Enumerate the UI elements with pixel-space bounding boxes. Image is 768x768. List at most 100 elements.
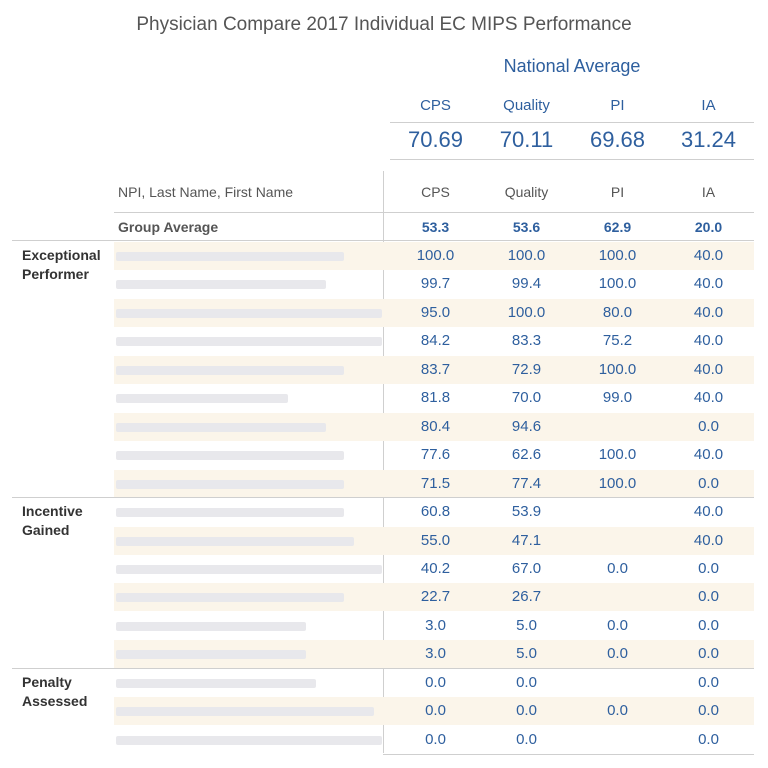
redacted-name xyxy=(116,308,382,318)
table-cell: 0.0 xyxy=(425,702,446,720)
group-average-pi: 62.9 xyxy=(603,219,632,235)
category-label-2-line-2: Gained xyxy=(22,522,70,539)
table-cell: 0.0 xyxy=(698,702,719,720)
table-cell xyxy=(572,669,663,697)
table-cell: 84.2 xyxy=(420,332,451,350)
table-cell: 100.0 xyxy=(598,446,637,464)
table-cell: 3.0 xyxy=(425,616,446,634)
table-cell xyxy=(572,413,663,441)
national-average-title: National Average xyxy=(503,56,641,76)
table-cell: 0.0 xyxy=(607,616,628,634)
name-column-divider xyxy=(383,171,384,753)
table-cell: 81.8 xyxy=(420,389,451,407)
table-cell: 99.0 xyxy=(602,389,633,407)
table-cell: 99.7 xyxy=(420,275,451,293)
table-cell: 0.0 xyxy=(425,730,446,748)
redacted-name xyxy=(116,707,374,717)
table-cell: 0.0 xyxy=(698,588,719,606)
table-cell: 95.0 xyxy=(420,303,451,321)
category-divider xyxy=(12,667,754,669)
redacted-name xyxy=(116,508,344,518)
table-cell: 26.7 xyxy=(511,588,542,606)
table-cell: 0.0 xyxy=(516,730,537,748)
table-cell: 75.2 xyxy=(602,332,633,350)
table-cell: 72.9 xyxy=(511,360,542,378)
table-cell: 100.0 xyxy=(598,275,637,293)
table-cell: 60.8 xyxy=(420,503,451,521)
table-cell: 40.0 xyxy=(693,446,724,464)
table-cell: 40.0 xyxy=(693,275,724,293)
redacted-name xyxy=(116,650,306,660)
table-cell: 94.6 xyxy=(511,417,542,435)
national-value-pi: 69.68 xyxy=(589,127,646,152)
table-cell: 0.0 xyxy=(698,474,719,492)
table-cell: 100.0 xyxy=(598,360,637,378)
table-cell: 55.0 xyxy=(420,531,451,549)
national-value-cps: 70.69 xyxy=(407,127,464,152)
table-cell: 83.3 xyxy=(511,332,542,350)
category-label-2-line-1: Incentive xyxy=(22,503,83,520)
table-cell: 77.4 xyxy=(511,474,542,492)
table-cell: 62.6 xyxy=(511,446,542,464)
table-cell: 3.0 xyxy=(425,645,446,663)
table-cell: 0.0 xyxy=(516,702,537,720)
category-label-1-line-2: Performer xyxy=(22,266,89,282)
table-cell: 0.0 xyxy=(607,559,628,577)
national-header-pi: PI xyxy=(610,97,625,114)
redacted-name xyxy=(116,564,382,574)
redacted-name xyxy=(116,479,344,489)
table-cell: 100.0 xyxy=(507,247,546,264)
table-cell: 100.0 xyxy=(416,247,455,264)
redacted-name xyxy=(116,593,344,603)
table-cell: 0.0 xyxy=(607,645,628,663)
table-cell: 40.0 xyxy=(693,360,724,378)
page-title: Physician Compare 2017 Individual EC MIP… xyxy=(136,14,632,35)
table-cell: 70.0 xyxy=(511,389,542,407)
redacted-name xyxy=(116,422,326,432)
table-cell: 100.0 xyxy=(598,474,637,492)
table-cell: 53.9 xyxy=(511,503,542,521)
table-cell: 0.0 xyxy=(698,673,719,691)
table-cell xyxy=(572,726,663,754)
table-cell: 40.0 xyxy=(693,389,724,407)
header-divider xyxy=(114,212,754,213)
redacted-name xyxy=(116,678,316,688)
national-value-ia: 31.24 xyxy=(680,127,737,152)
redacted-name xyxy=(116,451,344,461)
national-header-quality: Quality xyxy=(503,97,550,114)
category-label-3-line-1: Penalty xyxy=(22,673,72,690)
table-cell: 67.0 xyxy=(511,559,542,577)
table-cell: 0.0 xyxy=(698,616,719,634)
redacted-name xyxy=(116,735,382,745)
table-cell: 40.0 xyxy=(693,303,724,321)
table-bottom-border xyxy=(383,754,754,756)
table-cell: 100.0 xyxy=(507,303,546,321)
group-average-cps: 53.3 xyxy=(421,219,450,235)
table-cell: 40.0 xyxy=(693,531,724,549)
table-cell: 0.0 xyxy=(698,559,719,577)
table-cell xyxy=(572,527,663,555)
category-divider xyxy=(12,497,754,499)
redacted-name xyxy=(116,252,344,261)
category-label-1-line-1: Exceptional xyxy=(22,247,101,263)
table-cell: 40.2 xyxy=(420,559,451,577)
table-cell: 40.0 xyxy=(693,503,724,521)
table-cell: 71.5 xyxy=(420,474,451,492)
table-cell: 5.0 xyxy=(516,616,537,634)
table-cell: 47.1 xyxy=(511,531,542,549)
national-divider-bottom xyxy=(390,159,754,160)
group-average-ia: 20.0 xyxy=(694,219,723,235)
table-cell: 100.0 xyxy=(598,247,637,264)
table-cell: 0.0 xyxy=(425,673,446,691)
group-average-quality: 53.6 xyxy=(512,219,541,235)
redacted-name xyxy=(116,365,344,375)
table-cell: 83.7 xyxy=(420,360,451,378)
table-cell xyxy=(572,498,663,526)
table-cell: 99.4 xyxy=(511,275,542,293)
table-cell: 0.0 xyxy=(698,417,719,435)
column-header-quality: Quality xyxy=(504,184,549,200)
table-cell: 40.0 xyxy=(693,247,724,264)
category-label-3-line-2: Assessed xyxy=(22,692,88,709)
table-cell: 40.0 xyxy=(693,332,724,350)
